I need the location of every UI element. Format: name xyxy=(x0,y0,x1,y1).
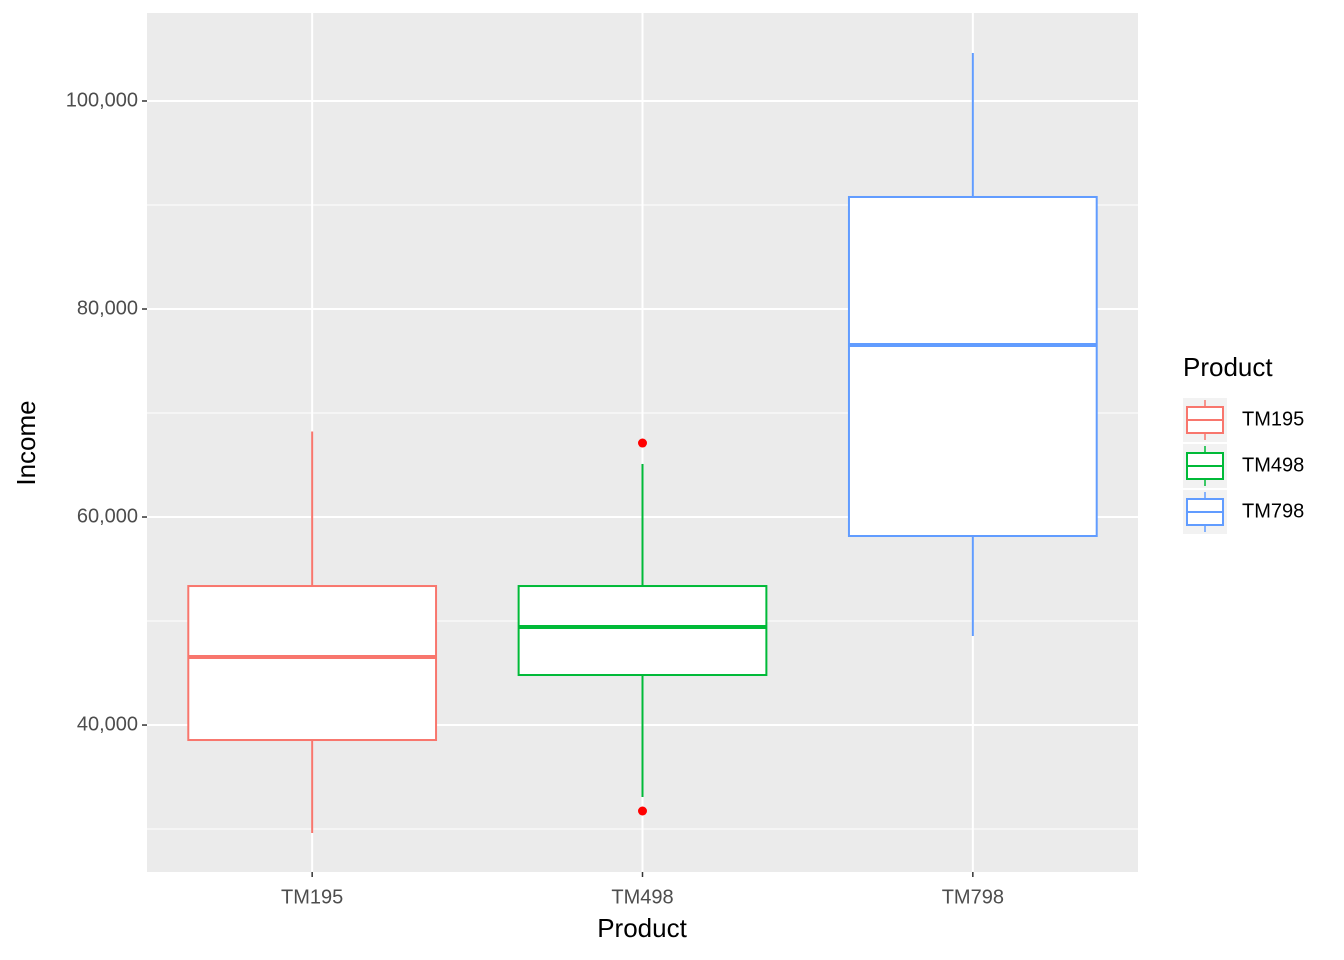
legend-title: Product xyxy=(1183,352,1273,382)
y-tick-label: 60,000 xyxy=(77,505,138,527)
x-tick-label: TM195 xyxy=(281,886,343,908)
x-axis-title: Product xyxy=(597,913,687,943)
y-tick-label: 100,000 xyxy=(66,89,138,111)
legend-label: TM195 xyxy=(1242,408,1304,430)
box xyxy=(847,195,1098,538)
legend-label: TM498 xyxy=(1242,454,1304,476)
y-axis-title: Income xyxy=(11,400,41,485)
outlier xyxy=(638,438,647,448)
box xyxy=(517,585,768,677)
x-tick-label: TM798 xyxy=(942,886,1004,908)
y-tick-label: 40,000 xyxy=(77,713,138,735)
x-tick-label: TM498 xyxy=(611,886,673,908)
y-tick-label: 80,000 xyxy=(77,297,138,319)
legend-label: TM798 xyxy=(1242,500,1304,522)
box xyxy=(187,585,438,742)
outlier xyxy=(638,806,647,816)
